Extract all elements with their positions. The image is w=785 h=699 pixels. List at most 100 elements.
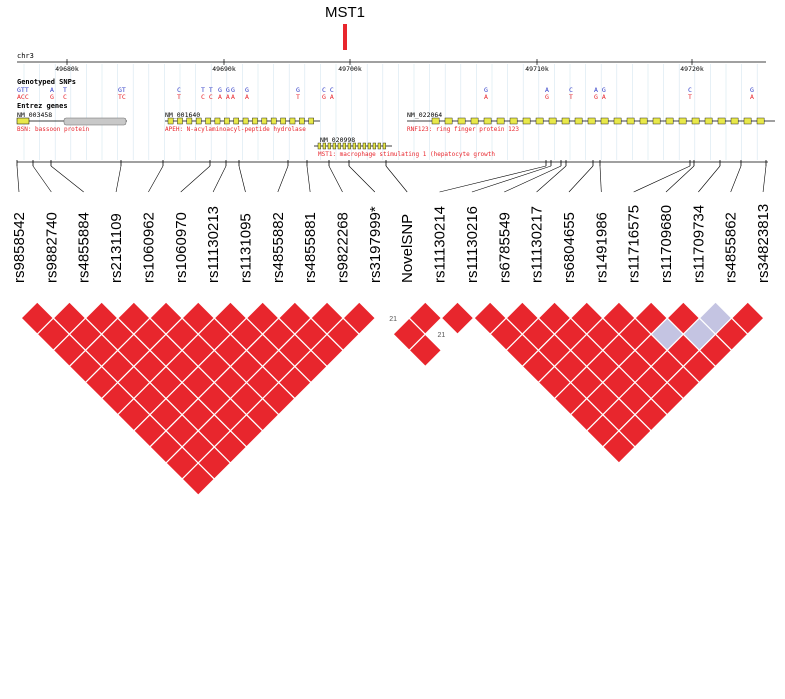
ld-value-label: 21 — [438, 332, 446, 339]
ruler-position-label: 49680k — [55, 65, 79, 73]
ruler-position-label: 49710k — [525, 65, 549, 73]
gene-mst1-id: NM_020998 — [320, 136, 355, 144]
snp-label: rs4855881 — [302, 212, 319, 283]
svg-text:G: G — [245, 86, 249, 94]
svg-text:T: T — [296, 93, 300, 101]
mst1-arrow-label: MST1 — [325, 4, 365, 21]
snp-label: rs1491986 — [593, 212, 610, 283]
snp-label: rs3197999* — [367, 206, 384, 283]
snp-connector-line — [762, 165, 767, 193]
gene-rnf123-desc: RNF123: ring finger protein 123 — [407, 126, 519, 133]
ld-cell — [730, 301, 765, 336]
entrez-genes-label: Entrez genes — [17, 102, 68, 110]
snp-label: rs9822268 — [335, 212, 352, 283]
genotyped-snps-label: Genotyped SNPs — [17, 78, 76, 86]
svg-text:G: G — [296, 86, 300, 94]
genome-track-panel: chr3 49680k 49690k 49700k 49710k 49720k Geno… — [14, 50, 775, 163]
svg-text:GT: GT — [118, 86, 126, 94]
snp-connector-line — [50, 165, 84, 193]
snp-connector-line — [633, 165, 691, 193]
genotyped-snp-allele: G GA A — [218, 86, 230, 101]
svg-text:G A: G A — [594, 93, 606, 101]
svg-text:C: C — [63, 93, 67, 101]
svg-text:ACC: ACC — [17, 93, 29, 101]
svg-text:T: T — [63, 86, 67, 94]
svg-text:G: G — [484, 86, 488, 94]
snp-label: rs9858542 — [11, 212, 28, 283]
genotyped-snp-allele: GA — [231, 86, 235, 101]
svg-text:C: C — [177, 86, 181, 94]
gene-rnf123-id: NM_022064 — [407, 111, 442, 119]
snp-connector-line — [16, 165, 20, 193]
svg-text:G: G — [50, 93, 54, 101]
track-grid — [23, 64, 758, 160]
ruler-labels: 49680k 49690k 49700k 49710k 49720k — [55, 59, 704, 73]
genotyped-snp-allele: TC — [63, 86, 67, 101]
snp-connector-line — [328, 165, 343, 193]
genotyped-snp-allele: A GG A — [594, 86, 606, 101]
snp-connector-line — [212, 165, 227, 193]
snp-label: rs1131095 — [237, 213, 254, 283]
snp-connector-line — [348, 165, 376, 193]
snp-label: rs11130217 — [529, 206, 546, 283]
snp-connector-line — [238, 165, 246, 193]
svg-text:A: A — [545, 86, 549, 94]
svg-text:G: G — [231, 86, 235, 94]
snp-label: rs11716575 — [626, 205, 643, 283]
svg-text:TC: TC — [118, 93, 126, 101]
genotyped-snp-allele: C CG A — [322, 86, 334, 101]
snp-connector-line — [665, 165, 695, 193]
snp-position-connectors — [16, 160, 767, 193]
svg-text:A: A — [245, 93, 249, 101]
svg-text:G: G — [750, 86, 754, 94]
genotyped-snp-allele: CT — [569, 86, 573, 101]
svg-text:A: A — [231, 93, 235, 101]
snp-label: rs11709734 — [690, 205, 707, 283]
genotyped-snp-allele: AG — [50, 86, 54, 101]
svg-text:T: T — [569, 93, 573, 101]
gene-bsn: NM_003458 BSN: bassoon protein — [16, 111, 127, 133]
svg-text:G G: G G — [218, 86, 230, 94]
snp-connector-line — [504, 165, 562, 193]
snp-label: rs6804655 — [561, 212, 578, 283]
snp-label: rs11130216 — [464, 206, 481, 283]
snp-label-row: rs9858542 rs9882740 rs4855884 rs2131109 rs10… — [11, 204, 772, 283]
snp-connector-line — [115, 165, 122, 193]
ld-value-label: 21 — [389, 316, 397, 323]
svg-text:T: T — [688, 93, 692, 101]
snp-label: NovelSNP — [399, 214, 416, 283]
svg-text:A A: A A — [218, 93, 230, 101]
snp-connector-line — [277, 165, 289, 193]
svg-text:A: A — [750, 93, 754, 101]
gene-apeh-desc: APEH: N-acylaminoacyl-peptide hydrolase — [165, 126, 306, 133]
genotyped-snp-allele: GA — [484, 86, 488, 101]
genotyped-snp-allele: T TC C — [201, 86, 213, 101]
snp-label: rs11130214 — [432, 206, 449, 283]
genotyped-snp-allele: CT — [688, 86, 692, 101]
snp-label: rs6785549 — [496, 212, 513, 283]
snp-label: rs4855862 — [723, 212, 740, 283]
snp-label: rs1060970 — [173, 212, 190, 283]
ruler-position-label: 49700k — [338, 65, 362, 73]
svg-text:T: T — [177, 93, 181, 101]
genotyped-snp-allele: CT — [177, 86, 181, 101]
snp-label: rs4855884 — [76, 212, 93, 283]
snp-connector-line — [148, 165, 164, 193]
svg-text:C: C — [688, 86, 692, 94]
snp-connector-line — [385, 165, 408, 193]
snp-label: rs9882740 — [43, 212, 60, 283]
snp-connector-line — [180, 165, 211, 193]
snp-connector-line — [306, 165, 311, 193]
snp-label: rs34823813 — [755, 204, 772, 283]
snp-connector-line — [568, 165, 594, 193]
genotyped-snp-allele: GA — [750, 86, 754, 101]
ld-cell — [440, 301, 475, 336]
chrom-label: chr3 — [17, 52, 34, 60]
svg-text:GTT: GTT — [17, 86, 29, 94]
snp-connector-line — [439, 165, 547, 193]
gene-rnf123: NM_022064 RNF123: ring finger protein 12… — [407, 111, 775, 133]
snp-label: rs11130213 — [205, 206, 222, 283]
